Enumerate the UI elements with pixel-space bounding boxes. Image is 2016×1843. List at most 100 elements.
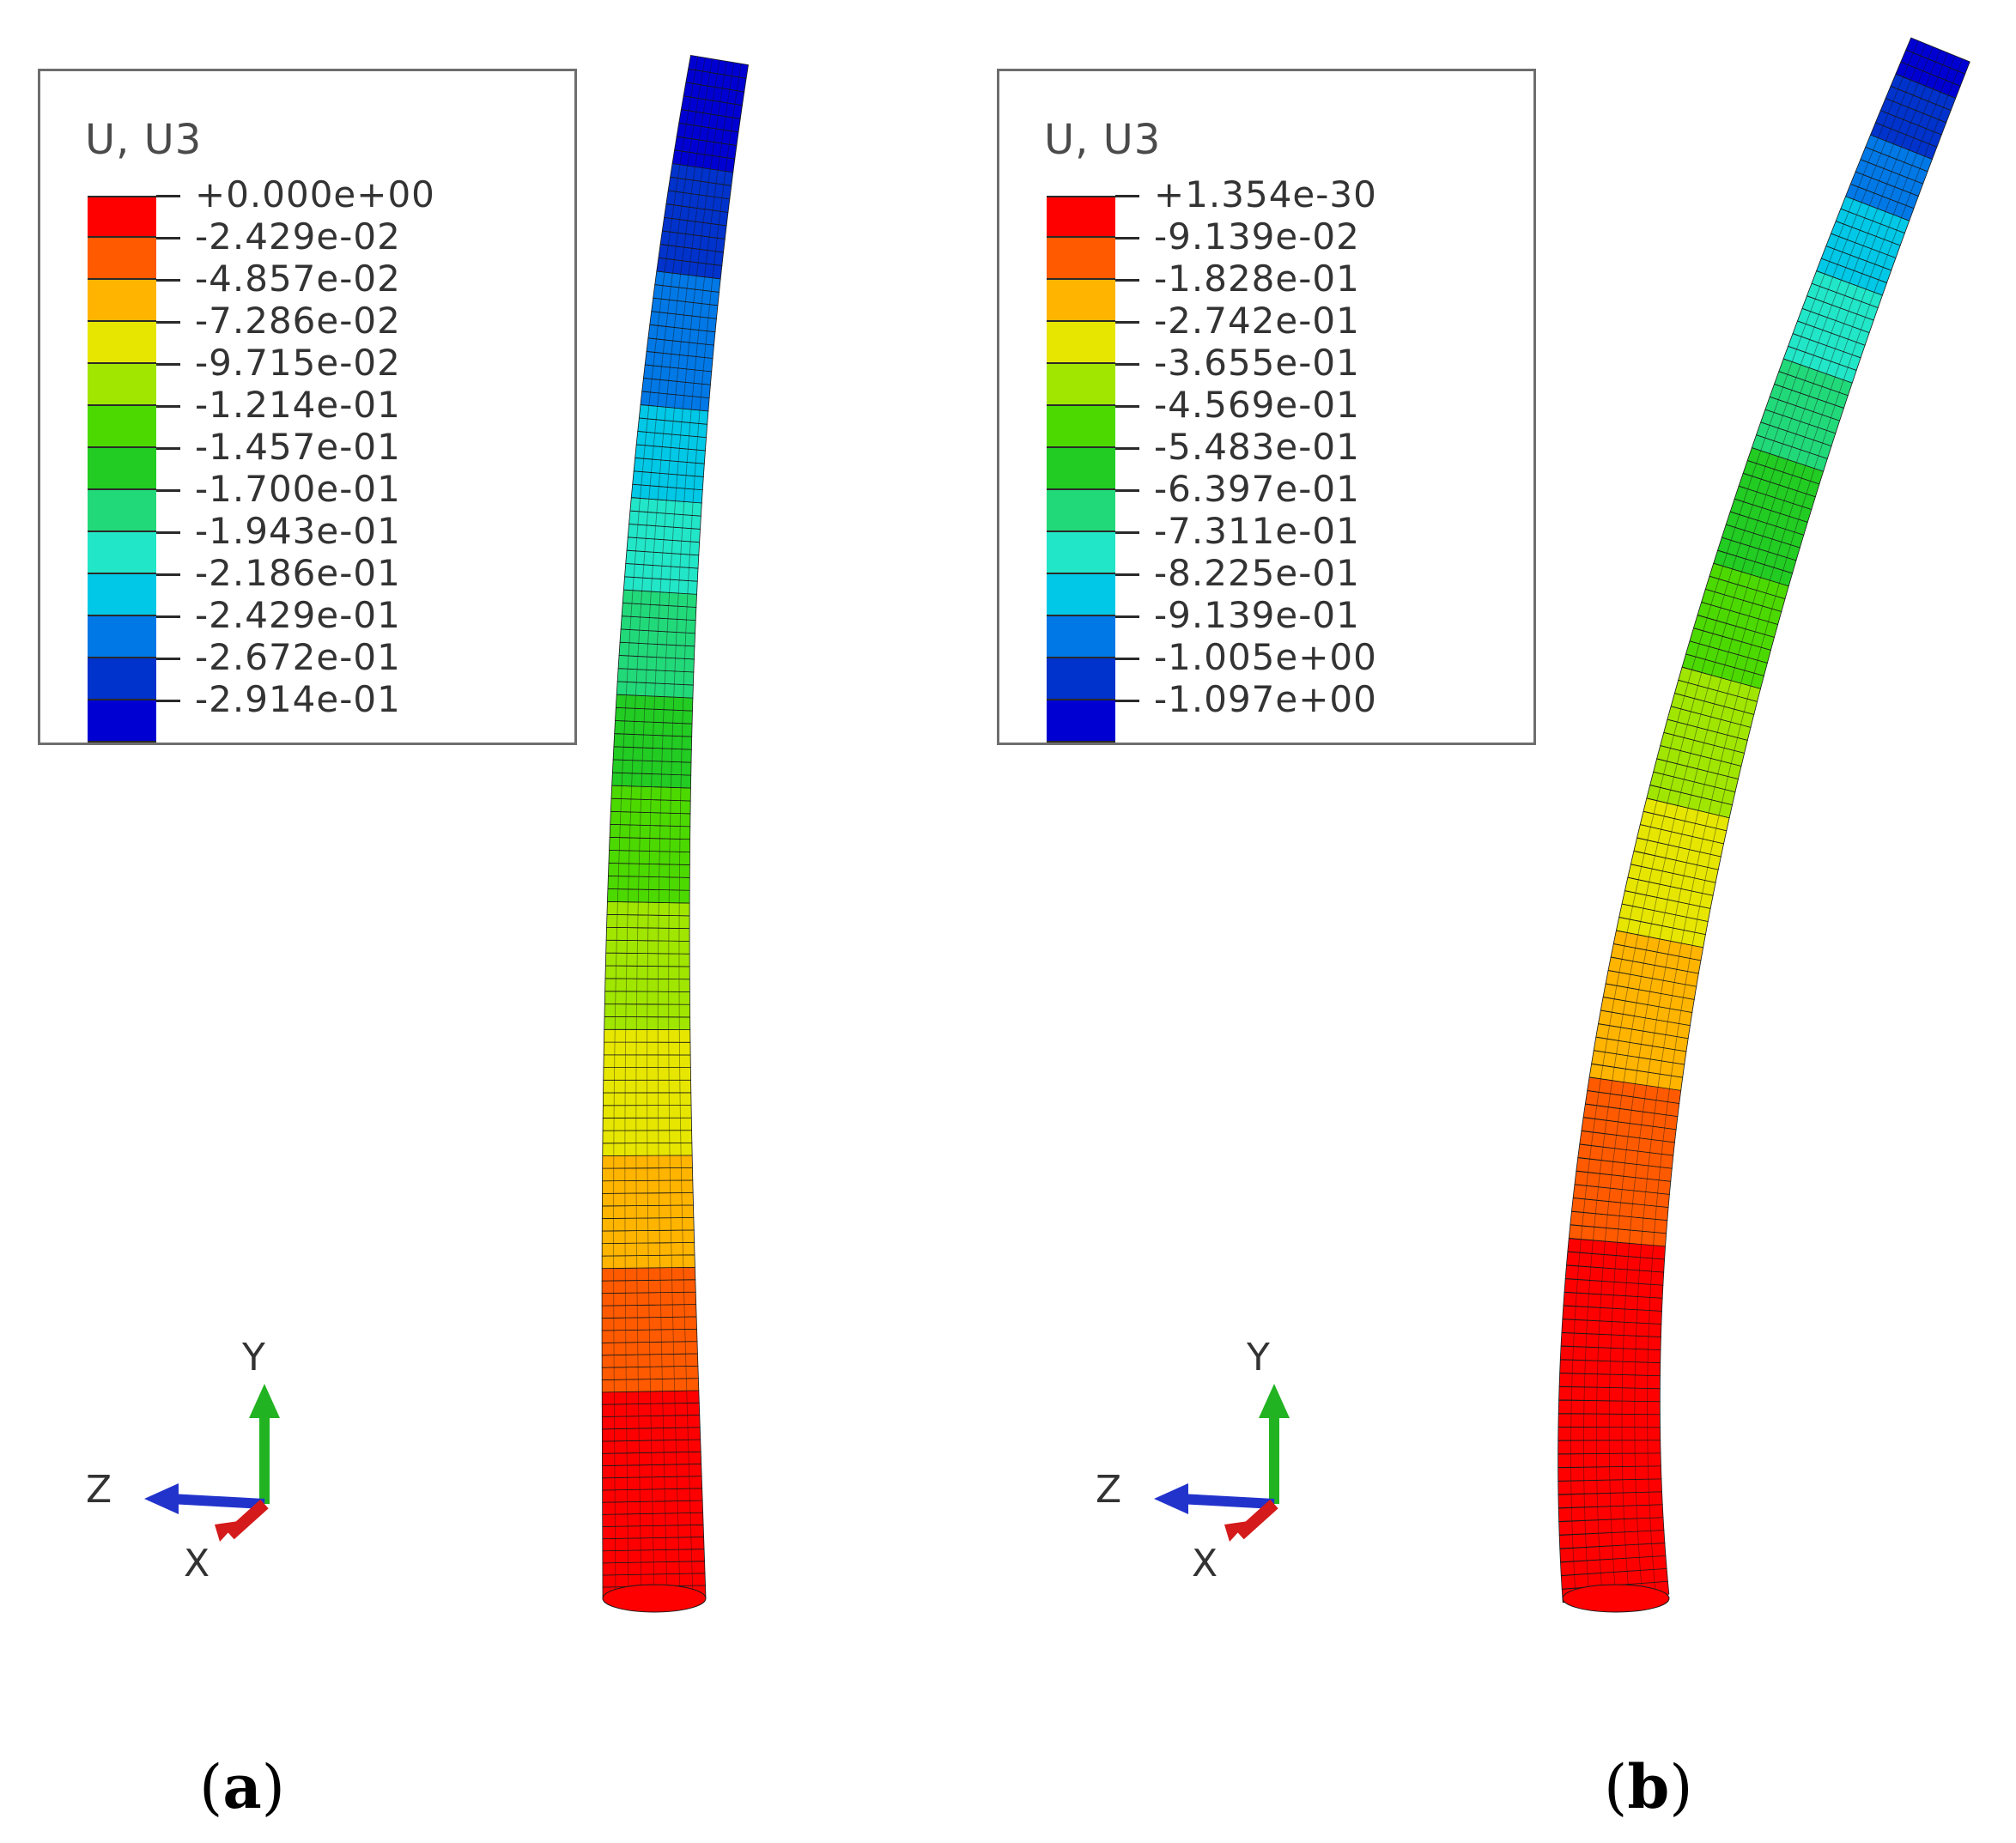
beam-mesh-line	[1716, 607, 1721, 621]
beam-mesh-line	[1892, 202, 1898, 215]
beam-mesh-line	[1793, 490, 1798, 504]
beam-mesh-line	[1796, 449, 1801, 463]
beam-mesh-line	[659, 579, 662, 592]
beam-mesh-line	[1776, 512, 1781, 527]
beam-mesh-line	[1658, 993, 1661, 1007]
beam-mesh-line	[1888, 214, 1894, 227]
beam-mesh-line	[1729, 597, 1734, 611]
beam-mesh-line	[656, 325, 659, 339]
beam-mesh-line	[1813, 398, 1819, 412]
beam-mesh-line	[1700, 700, 1705, 715]
beam-mesh-line	[1842, 239, 1848, 252]
beam-mesh-line	[1766, 510, 1772, 524]
beam-mesh-line	[1661, 815, 1665, 830]
beam-mesh-line	[1848, 199, 1855, 212]
beam-mesh-line	[1877, 196, 1883, 209]
beam-mesh-line	[1641, 1112, 1644, 1125]
beam-mesh-line	[1849, 242, 1856, 256]
beam-mesh-line	[1808, 383, 1814, 397]
beam-mesh-line	[692, 70, 696, 84]
legend-color-band	[88, 490, 156, 532]
beam-mesh-line	[1765, 579, 1770, 594]
beam-mesh-line	[695, 153, 698, 167]
legend-value-label: -2.429e-01	[195, 594, 401, 636]
beam-mesh-line	[1813, 427, 1819, 440]
beam-mesh-line	[686, 593, 689, 607]
beam-mesh-line	[1943, 94, 1949, 108]
beam-mesh-line	[1694, 685, 1699, 699]
beam-mesh-line	[689, 329, 691, 343]
beam-mesh-line	[1626, 1256, 1629, 1270]
beam-mesh-line	[1687, 670, 1692, 683]
beam-mesh-line	[654, 525, 657, 539]
beam-mesh-line	[1737, 571, 1742, 585]
triad-z-axis	[1179, 1494, 1275, 1509]
beam-mesh-line	[662, 722, 664, 736]
beam-mesh-line	[1752, 491, 1758, 506]
beam-mesh-line	[679, 341, 682, 355]
beam-mesh-line	[1730, 750, 1735, 764]
beam-mesh-line	[721, 130, 725, 143]
beam-mesh-line	[673, 313, 677, 328]
beam-mesh-line	[1629, 906, 1633, 920]
beam-mesh-line	[631, 590, 634, 604]
beam-mesh-line	[720, 88, 723, 102]
beam-mesh-line	[709, 291, 712, 305]
beam-mesh-line	[1920, 86, 1927, 99]
beam-mesh-line	[1773, 555, 1778, 568]
beam-mesh-line	[1657, 829, 1661, 843]
beam-mesh-line	[641, 761, 643, 774]
beam-mesh-line	[1670, 873, 1674, 887]
beam-mesh-line	[1652, 965, 1655, 979]
beam-base-cap	[602, 1584, 707, 1613]
beam-mesh-line	[1697, 713, 1702, 728]
beam-mesh-line	[1584, 1360, 1586, 1374]
beam-mesh-line	[1594, 1105, 1598, 1119]
beam-mesh-line	[1580, 1226, 1583, 1240]
beam-mesh-line	[1895, 104, 1902, 117]
beam-mesh-line	[1654, 952, 1658, 966]
beam-mesh-line	[1687, 958, 1691, 972]
beam-mesh-line	[1699, 839, 1703, 852]
panel-a: U, U3 +0.000e+00 -2.429e-02 -4.857e-02 -7.2…	[38, 54, 749, 1822]
beam-mesh-line	[1764, 453, 1770, 467]
beam-mesh-line	[1601, 1267, 1604, 1282]
beam-mesh-line	[1677, 708, 1682, 723]
beam-mesh-line	[690, 396, 693, 410]
beam-mesh-line	[1778, 570, 1784, 584]
beam-mesh-line	[1633, 1177, 1636, 1191]
beam-mesh-line	[643, 708, 646, 722]
beam-mesh-line	[639, 616, 641, 631]
beam-mesh-line	[1887, 100, 1894, 114]
beam-mesh-line	[672, 327, 675, 341]
beam-mesh-line	[680, 328, 683, 342]
beam-mesh-line	[681, 527, 683, 542]
beam-mesh-line	[1826, 332, 1832, 346]
axis-x-label: X	[184, 1542, 210, 1585]
beam-mesh-line	[1680, 779, 1685, 793]
beam-mesh-line	[1831, 404, 1836, 418]
beam-mesh-line	[1727, 722, 1732, 736]
legend-tick	[1115, 700, 1139, 702]
beam-mesh-line	[667, 300, 670, 313]
legend-value-label: -6.397e-01	[1154, 468, 1360, 510]
beam-mesh-line	[698, 181, 701, 195]
beam-mesh-line	[687, 342, 690, 356]
beam-mesh-line	[690, 179, 694, 194]
legend-value-label: -5.483e-01	[1154, 426, 1360, 468]
beam-mesh-line	[1821, 345, 1827, 359]
beam-mesh-line	[1676, 955, 1679, 970]
beam-mesh-line	[628, 629, 631, 643]
beam-mesh-line	[1606, 1201, 1610, 1216]
beam-mesh-line	[1612, 1148, 1616, 1162]
legend-value-label: -7.286e-02	[195, 300, 401, 342]
beam-mesh-line	[648, 617, 650, 631]
beam-mesh-line	[1714, 773, 1719, 787]
beam-mesh-line	[1862, 233, 1869, 246]
beam-mesh-line	[1858, 174, 1864, 188]
beam-mesh-line	[1610, 1519, 1612, 1533]
beam-mesh-line	[655, 512, 658, 526]
beam-mesh-line	[674, 500, 676, 514]
beam-mesh-line	[1612, 1545, 1614, 1560]
